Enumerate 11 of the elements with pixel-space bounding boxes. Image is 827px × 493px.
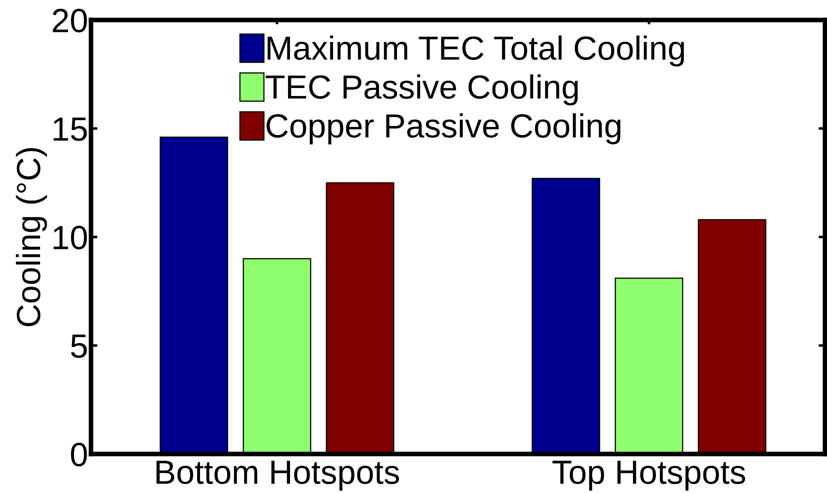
y-tick-label: 0 xyxy=(70,442,87,466)
y-tick-label: 10 xyxy=(54,226,87,250)
y-axis-title: Cooling (°C) xyxy=(16,148,47,326)
legend-label: Maximum TEC Total Cooling xyxy=(268,35,684,67)
legend-label: Copper Passive Cooling xyxy=(266,113,620,144)
legend-label: TEC Passive Cooling xyxy=(266,74,578,106)
y-tick-label: 20 xyxy=(52,8,87,32)
x-tick-label: Top Hotspots xyxy=(552,460,746,491)
y-tick-label: 5 xyxy=(71,334,87,358)
y-tick-label: 15 xyxy=(54,118,87,141)
x-tick-label: Bottom Hotspots xyxy=(156,460,400,491)
